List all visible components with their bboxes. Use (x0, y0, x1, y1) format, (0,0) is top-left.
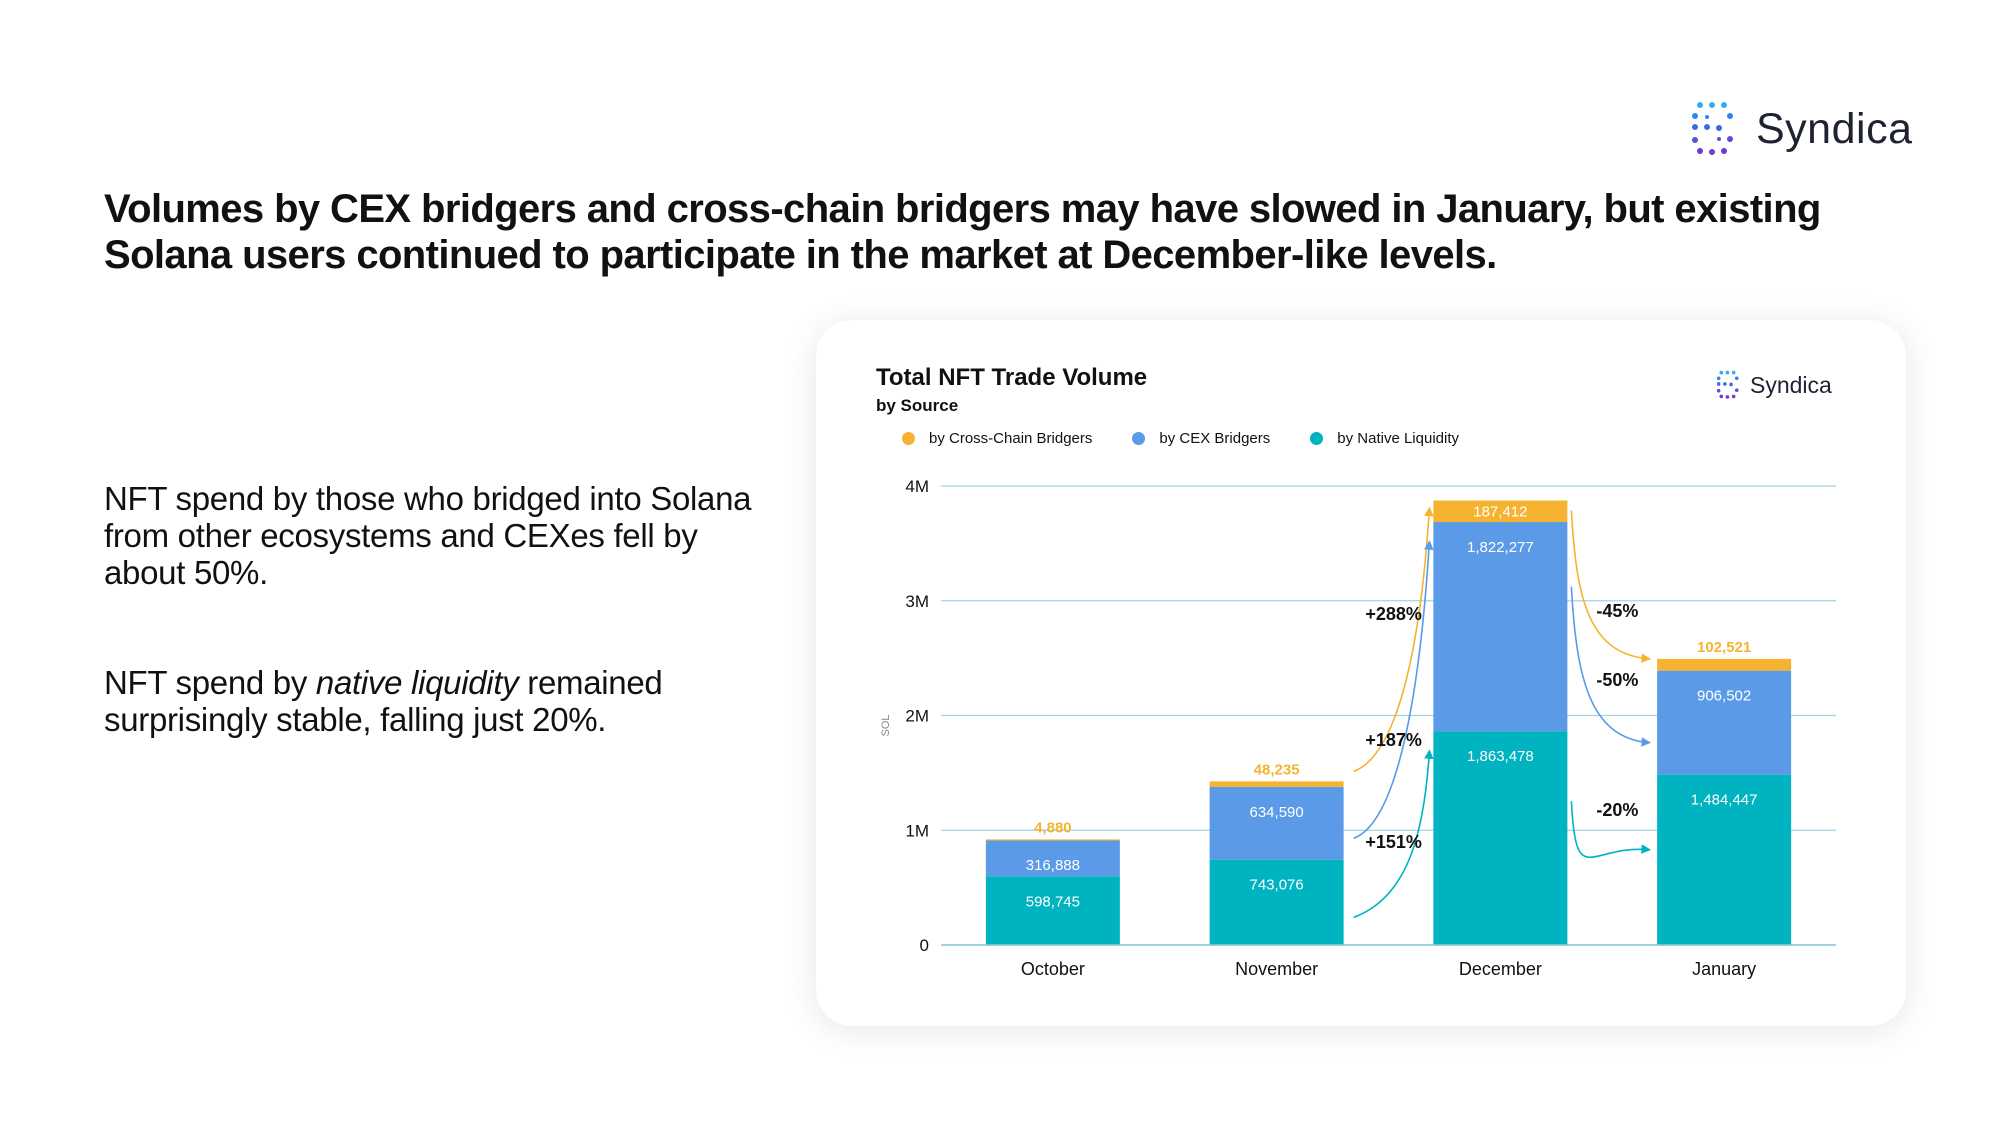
y-axis-label: SOL (880, 714, 892, 736)
chart-subtitle: by Source (876, 396, 959, 415)
change-arrow (1353, 749, 1434, 919)
legend-item-native: by Native Liquidity (1310, 430, 1459, 447)
change-arrow (1570, 586, 1652, 747)
legend-swatch (902, 432, 915, 445)
bar-segment (1433, 522, 1568, 732)
bar-segment (1209, 859, 1344, 945)
data-label: 598,745 (1026, 893, 1080, 910)
legend-item-cex: by CEX Bridgers (1132, 430, 1270, 447)
legend-item-cross-chain: by Cross-Chain Bridgers (902, 430, 1092, 447)
data-label: 102,521 (1697, 639, 1751, 656)
chart-card: Total NFT Trade Volume by Source Syndica… (816, 320, 1906, 1026)
logo-text: Syndica (1756, 104, 1913, 153)
bar-segment (1433, 500, 1568, 523)
x-tick-label: October (1021, 959, 1085, 979)
data-label: 4,880 (1034, 819, 1072, 836)
data-label: 48,235 (1254, 761, 1300, 778)
data-label: 1,484,447 (1691, 792, 1758, 809)
syndica-logo-icon (1716, 370, 1739, 399)
data-label: 634,590 (1250, 804, 1304, 821)
legend-label: by Cross-Chain Bridgers (929, 430, 1093, 447)
change-arrow (1570, 510, 1652, 664)
change-label: -20% (1596, 800, 1638, 820)
bar-segment (1433, 731, 1568, 945)
bar-segment (985, 876, 1120, 945)
syndica-logo-icon (1692, 102, 1733, 155)
legend-label: by Native Liquidity (1337, 430, 1459, 447)
paragraph-emphasis: native liquidity (315, 664, 519, 701)
syndica-logo: Syndica (1690, 100, 1912, 158)
paragraph-native-liquidity: NFT spend by native liquidity remained s… (104, 664, 784, 738)
change-label: +187% (1365, 730, 1422, 750)
data-label: 1,863,478 (1467, 748, 1534, 765)
data-label: 1,822,277 (1467, 539, 1534, 556)
data-label: 316,888 (1026, 857, 1080, 874)
bar-segment (1209, 781, 1344, 787)
bar-segment (1657, 658, 1792, 671)
y-tick-label: 0 (920, 936, 929, 955)
legend-swatch (1132, 432, 1146, 445)
stacked-bar-chart: 0 1M 2M 3M 4M SOL October November December Janua… (880, 477, 1836, 979)
x-tick-label: December (1459, 959, 1542, 979)
chart-legend: by Cross-Chain Bridgers by CEX Bridgers … (902, 430, 1499, 447)
bar-segment (1657, 774, 1792, 945)
chart-logo-text: Syndica (1750, 371, 1832, 398)
change-arrow (1353, 540, 1434, 840)
data-label: 906,502 (1697, 688, 1751, 705)
paragraph-part: NFT spend by (104, 664, 316, 701)
bar-segment (1209, 786, 1344, 860)
change-label: +288% (1365, 604, 1422, 624)
legend-swatch (1310, 432, 1324, 445)
x-tick-label: January (1692, 959, 1756, 979)
bar-segment (985, 839, 1120, 841)
y-tick-label: 4M (905, 477, 929, 496)
y-tick-label: 1M (905, 821, 929, 840)
chart-logo: Syndica (1716, 370, 1832, 400)
data-label: 743,076 (1250, 877, 1304, 894)
bar-segment (985, 839, 1120, 877)
legend-label: by CEX Bridgers (1159, 430, 1271, 447)
change-label: -45% (1596, 601, 1638, 621)
paragraph-bridgers: NFT spend by those who bridged into Sola… (104, 480, 752, 591)
bar-segment (1657, 670, 1792, 775)
x-tick-label: November (1235, 959, 1318, 979)
data-label: 187,412 (1473, 503, 1527, 520)
y-tick-label: 3M (905, 592, 929, 611)
chart-title: Total NFT Trade Volume (876, 364, 1148, 391)
change-arrow (1570, 801, 1652, 859)
paragraph-part: remained surprisingly stable, falling ju… (104, 664, 663, 738)
change-label: +151% (1365, 832, 1422, 852)
change-label: -50% (1596, 670, 1638, 690)
y-tick-label: 2M (905, 707, 929, 726)
page-headline: Volumes by CEX bridgers and cross-chain … (104, 187, 1821, 277)
